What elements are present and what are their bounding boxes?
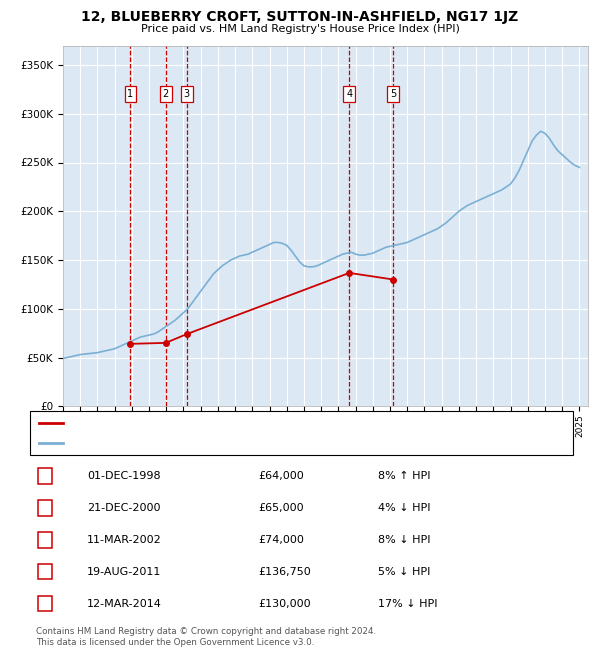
Text: £74,000: £74,000 [258, 535, 304, 545]
Text: £65,000: £65,000 [258, 503, 304, 513]
Text: Price paid vs. HM Land Registry's House Price Index (HPI): Price paid vs. HM Land Registry's House … [140, 24, 460, 34]
Text: 19-AUG-2011: 19-AUG-2011 [87, 567, 161, 577]
Text: 1: 1 [127, 89, 134, 99]
Text: 8% ↑ HPI: 8% ↑ HPI [378, 471, 431, 481]
Text: 5% ↓ HPI: 5% ↓ HPI [378, 567, 430, 577]
Text: 01-DEC-1998: 01-DEC-1998 [87, 471, 161, 481]
Text: 2: 2 [41, 503, 49, 513]
Text: HPI: Average price, detached house, Ashfield: HPI: Average price, detached house, Ashf… [67, 438, 281, 447]
Text: 21-DEC-2000: 21-DEC-2000 [87, 503, 161, 513]
Text: 17% ↓ HPI: 17% ↓ HPI [378, 599, 437, 608]
Text: £130,000: £130,000 [258, 599, 311, 608]
Text: 5: 5 [41, 599, 49, 608]
Text: 4% ↓ HPI: 4% ↓ HPI [378, 503, 431, 513]
Text: 11-MAR-2002: 11-MAR-2002 [87, 535, 162, 545]
Text: 3: 3 [184, 89, 190, 99]
Text: £136,750: £136,750 [258, 567, 311, 577]
Text: 12, BLUEBERRY CROFT, SUTTON-IN-ASHFIELD, NG17 1JZ (detached house): 12, BLUEBERRY CROFT, SUTTON-IN-ASHFIELD,… [67, 419, 419, 428]
Text: 4: 4 [41, 567, 49, 577]
Text: 5: 5 [390, 89, 397, 99]
Text: 3: 3 [41, 535, 49, 545]
Text: Contains HM Land Registry data © Crown copyright and database right 2024.
This d: Contains HM Land Registry data © Crown c… [36, 627, 376, 647]
Text: 1: 1 [41, 471, 49, 481]
Text: 8% ↓ HPI: 8% ↓ HPI [378, 535, 431, 545]
Text: 2: 2 [163, 89, 169, 99]
Text: 12-MAR-2014: 12-MAR-2014 [87, 599, 162, 608]
Text: 4: 4 [346, 89, 352, 99]
Text: 12, BLUEBERRY CROFT, SUTTON-IN-ASHFIELD, NG17 1JZ: 12, BLUEBERRY CROFT, SUTTON-IN-ASHFIELD,… [82, 10, 518, 24]
Text: £64,000: £64,000 [258, 471, 304, 481]
